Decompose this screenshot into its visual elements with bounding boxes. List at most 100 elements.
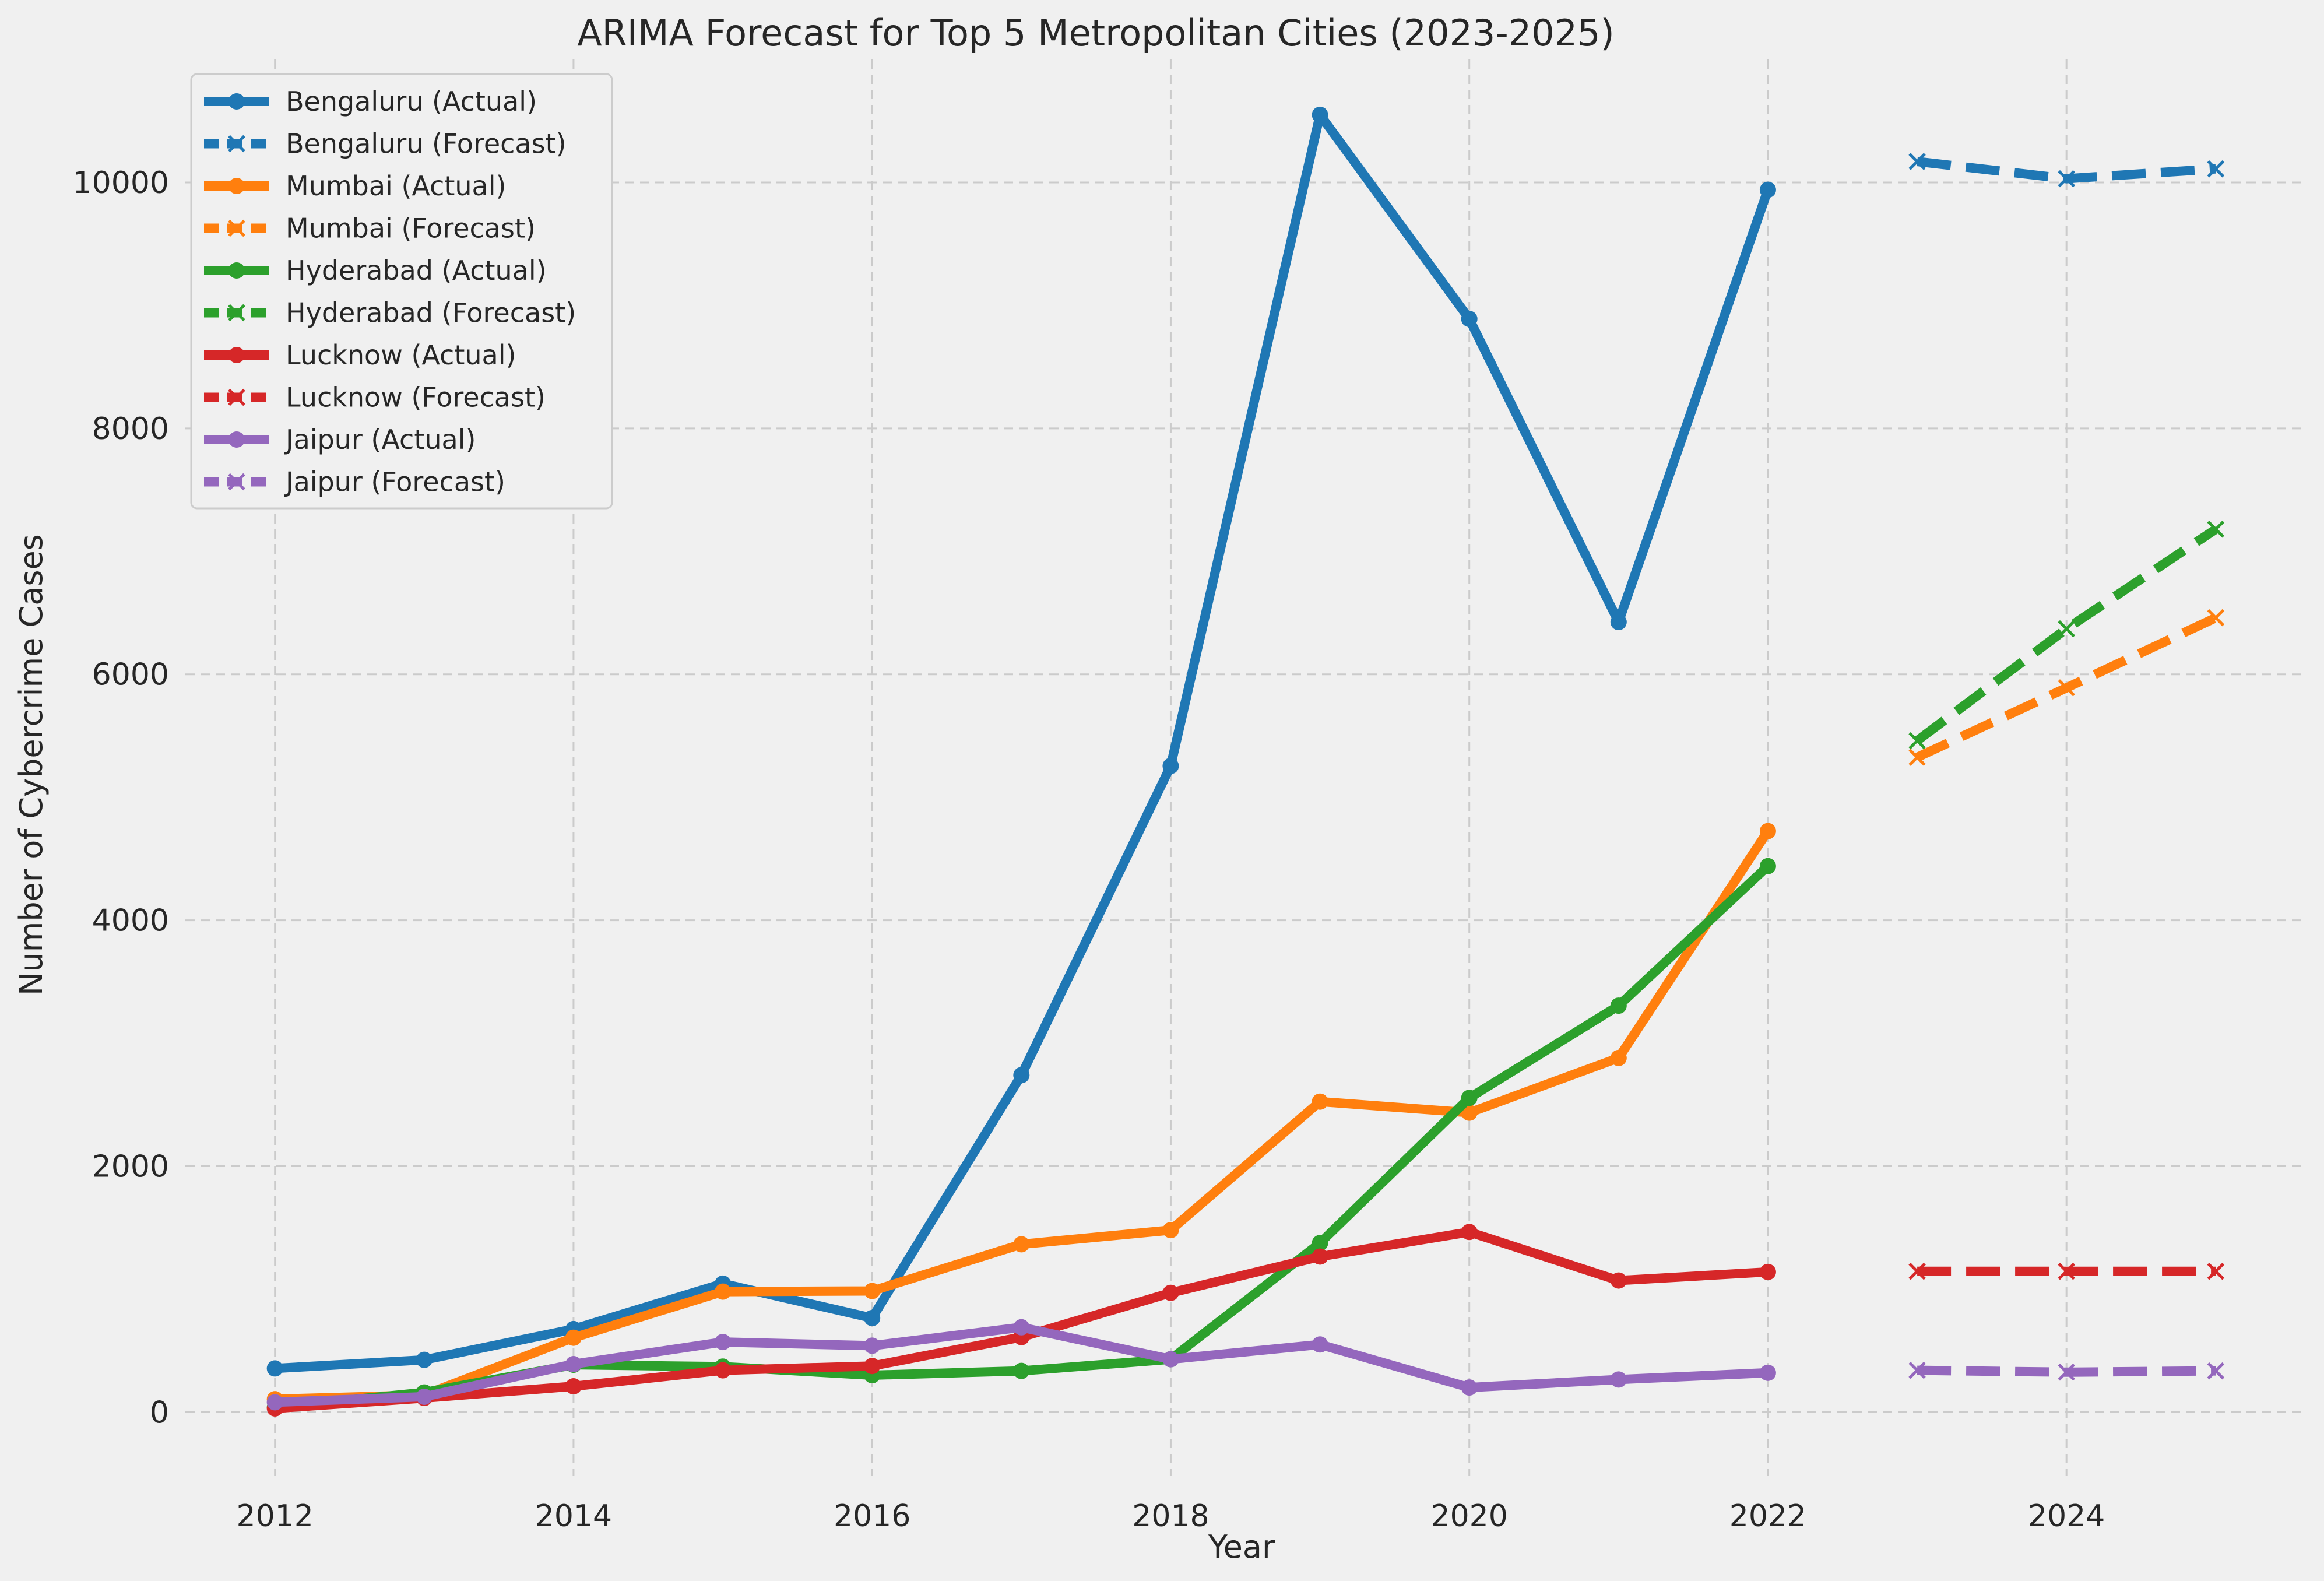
data-point (416, 1351, 433, 1368)
legend-marker (228, 93, 245, 110)
y-axis-label: Number of Cybercrime Cases (13, 534, 50, 996)
legend-item: Jaipur (Actual) (204, 424, 476, 455)
data-point (1461, 1104, 1478, 1121)
data-point (1461, 1224, 1478, 1241)
legend-label: Bengaluru (Actual) (286, 86, 537, 117)
data-point (1312, 1248, 1328, 1265)
legend-label: Jaipur (Actual) (284, 424, 476, 455)
data-point (1610, 997, 1627, 1014)
data-point (864, 1283, 881, 1299)
legend-marker (228, 388, 245, 406)
x-tick-label: 2012 (237, 1499, 314, 1534)
legend-item: Jaipur (Forecast) (204, 466, 505, 498)
series-line (1914, 525, 2218, 745)
data-point (1312, 1336, 1328, 1353)
data-point (2207, 609, 2225, 627)
data-point (864, 1337, 881, 1354)
legend-item: Hyderabad (Actual) (204, 255, 547, 286)
x-tick-label: 2016 (834, 1499, 910, 1534)
series-bengaluru-forecast (1908, 153, 2225, 188)
legend-item: Mumbai (Actual) (204, 170, 506, 202)
series-mumbai-actual (266, 823, 1776, 1408)
chart-title: ARIMA Forecast for Top 5 Metropolitan Ci… (577, 12, 1614, 54)
data-point (1908, 153, 1926, 170)
legend-item: Lucknow (Forecast) (204, 382, 546, 413)
data-point (1461, 1379, 1478, 1396)
data-point (1312, 1235, 1328, 1252)
legend-label: Hyderabad (Forecast) (286, 297, 576, 329)
data-point (1013, 1236, 1030, 1253)
data-point (266, 1360, 283, 1377)
y-tick-label: 2000 (92, 1149, 169, 1184)
x-tick-label: 2020 (1431, 1499, 1508, 1534)
legend-label: Lucknow (Actual) (286, 339, 516, 371)
data-point (1908, 749, 1926, 766)
data-point (1610, 1371, 1627, 1388)
y-axis-ticks: 0 2000 4000 6000 8000 10000 (73, 166, 169, 1430)
legend-marker (228, 219, 245, 237)
x-tick-label: 2018 (1132, 1499, 1209, 1534)
data-point (864, 1309, 881, 1326)
legend-marker (228, 262, 245, 279)
data-point (864, 1358, 881, 1375)
series-mumbai-forecast (1908, 609, 2225, 766)
series-jaipur-actual (266, 1319, 1776, 1411)
legend-marker (228, 431, 245, 448)
legend-marker (228, 304, 245, 322)
data-point (2058, 170, 2075, 188)
x-tick-label: 2014 (535, 1499, 612, 1534)
data-point (715, 1362, 732, 1379)
data-point (1013, 1067, 1030, 1084)
legend-label: Bengaluru (Forecast) (286, 128, 567, 160)
legend-item: Hyderabad (Forecast) (204, 297, 576, 329)
x-axis-ticks: 2012 2014 2016 2018 2020 2022 2024 (237, 1499, 2105, 1534)
legend-item: Bengaluru (Forecast) (204, 128, 567, 160)
y-tick-label: 0 (150, 1395, 169, 1430)
legend-box (190, 73, 613, 510)
y-tick-label: 8000 (92, 412, 169, 447)
data-point (2058, 1363, 2075, 1381)
data-point (715, 1334, 732, 1351)
legend-item: Mumbai (Forecast) (204, 213, 536, 244)
data-point (1312, 106, 1328, 123)
data-point (1610, 614, 1627, 631)
data-point (1013, 1362, 1030, 1379)
data-point (266, 1394, 283, 1411)
data-point (1312, 1093, 1328, 1110)
data-point (2058, 1263, 2075, 1280)
data-point (1162, 1222, 1179, 1239)
data-point (565, 1378, 582, 1395)
legend-label: Lucknow (Forecast) (286, 382, 546, 413)
series-lucknow-forecast (1908, 1263, 2225, 1280)
data-point (1461, 1090, 1478, 1106)
legend-item: Lucknow (Actual) (204, 339, 516, 371)
legend-label: Jaipur (Forecast) (284, 466, 505, 498)
data-point (1461, 311, 1478, 328)
legend-label: Hyderabad (Actual) (286, 255, 547, 286)
data-point (1013, 1319, 1030, 1336)
x-tick-label: 2022 (1729, 1499, 1806, 1534)
data-point (1162, 1284, 1179, 1301)
x-axis-label: Year (1208, 1529, 1275, 1565)
data-point (1610, 1049, 1627, 1066)
data-point (1759, 823, 1776, 839)
legend-item: Bengaluru (Actual) (204, 86, 537, 117)
series-line (275, 828, 1772, 1404)
y-tick-label: 10000 (73, 166, 169, 201)
data-point (1759, 858, 1776, 874)
series-jaipur-forecast (1908, 1361, 2225, 1381)
data-point (2207, 160, 2225, 178)
data-point (1908, 732, 1926, 750)
data-point (2207, 1263, 2225, 1280)
data-point (1162, 757, 1179, 774)
data-point (2207, 1362, 2225, 1380)
data-point (1908, 1263, 1926, 1280)
data-point (715, 1283, 732, 1300)
data-point (565, 1356, 582, 1373)
data-point (1759, 181, 1776, 198)
data-point (1759, 1263, 1776, 1280)
legend-label: Mumbai (Forecast) (286, 213, 536, 244)
series-hyderabad-forecast (1908, 521, 2225, 750)
